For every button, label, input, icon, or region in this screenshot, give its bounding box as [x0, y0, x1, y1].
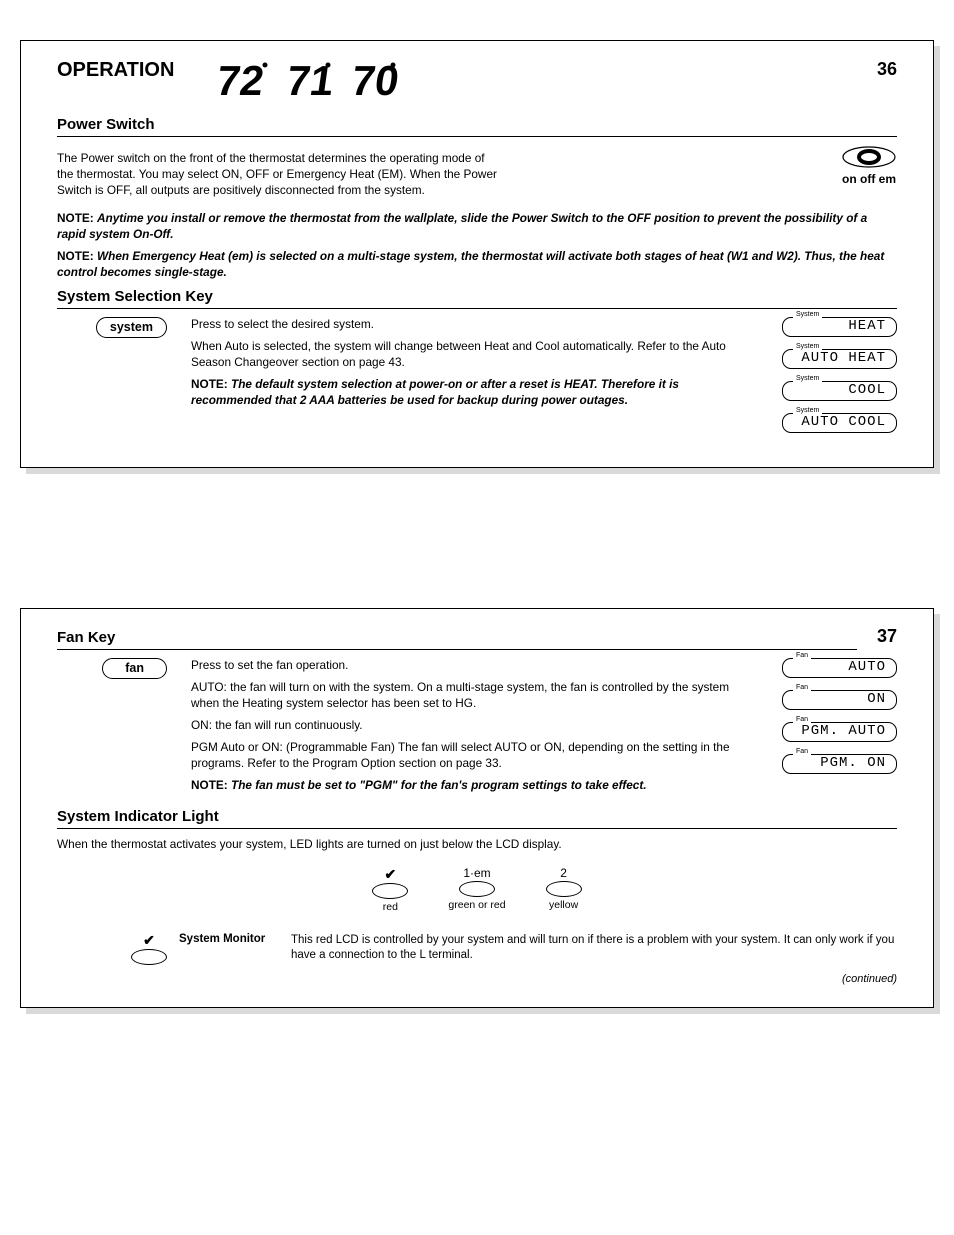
lcd-fan-pgm-on: Fan PGM. ON — [782, 754, 897, 774]
operation-title: OPERATION — [57, 59, 174, 82]
fan-line3: ON: the fan will run continuously. — [191, 718, 758, 734]
page-number: 36 — [877, 59, 897, 80]
system-monitor-label: System Monitor — [179, 933, 279, 945]
lcd-fan-on: Fan ON — [782, 690, 897, 710]
lcd-heat: System HEAT — [782, 317, 897, 337]
power-switch-paragraph: The Power switch on the front of the the… — [57, 151, 497, 199]
led-2: 2 yellow — [546, 867, 582, 913]
power-note-1: NOTE: Anytime you install or remove the … — [57, 211, 897, 243]
power-switch-diagram: on off em — [841, 145, 897, 186]
indicator-intro: When the thermostat activates your syste… — [57, 837, 897, 853]
power-switch-heading: Power Switch — [57, 116, 897, 137]
system-monitor-text: This red LCD is controlled by your syste… — [291, 933, 897, 964]
fan-line2: AUTO: the fan will turn on with the syst… — [191, 680, 758, 712]
fan-note: NOTE: The fan must be set to "PGM" for t… — [191, 778, 758, 794]
indicator-heading: System Indicator Light — [57, 808, 897, 829]
system-note: NOTE: The default system selection at po… — [191, 377, 758, 409]
system-line2: When Auto is selected, the system will c… — [191, 339, 758, 371]
led-check: ✔ red — [372, 867, 408, 913]
lcd-auto-heat: System AUTO HEAT — [782, 349, 897, 369]
fan-line4: PGM Auto or ON: (Programmable Fan) The f… — [191, 740, 758, 772]
lcd-cool: System COOL — [782, 381, 897, 401]
svg-text:72: 72 — [214, 59, 267, 103]
system-key-heading: System Selection Key — [57, 288, 897, 309]
indicator-leds: ✔ red 1·em green or red 2 yellow — [57, 867, 897, 913]
page-37-card: Fan Key 37 fan Press to set the fan oper… — [20, 608, 934, 1007]
lcd-auto-cool: System AUTO COOL — [782, 413, 897, 433]
system-button[interactable]: system — [96, 317, 167, 337]
page-36-card: OPERATION 72 71 70 36 Power Switch — [20, 40, 934, 468]
fan-line1: Press to set the fan operation. — [191, 658, 758, 674]
continued-label: (continued) — [57, 973, 897, 985]
lcd-digits-art: 72 71 70 — [210, 59, 410, 108]
fan-key-heading: Fan Key — [57, 629, 857, 650]
lcd-fan-pgm-auto: Fan PGM. AUTO — [782, 722, 897, 742]
fan-button[interactable]: fan — [102, 658, 167, 678]
system-line1: Press to select the desired system. — [191, 317, 758, 333]
monitor-led-icon: ✔ — [131, 933, 167, 967]
page-number-37: 37 — [857, 626, 897, 647]
led-1em: 1·em green or red — [448, 867, 505, 913]
lcd-fan-auto: Fan AUTO — [782, 658, 897, 678]
power-note-2: NOTE: When Emergency Heat (em) is select… — [57, 249, 897, 281]
